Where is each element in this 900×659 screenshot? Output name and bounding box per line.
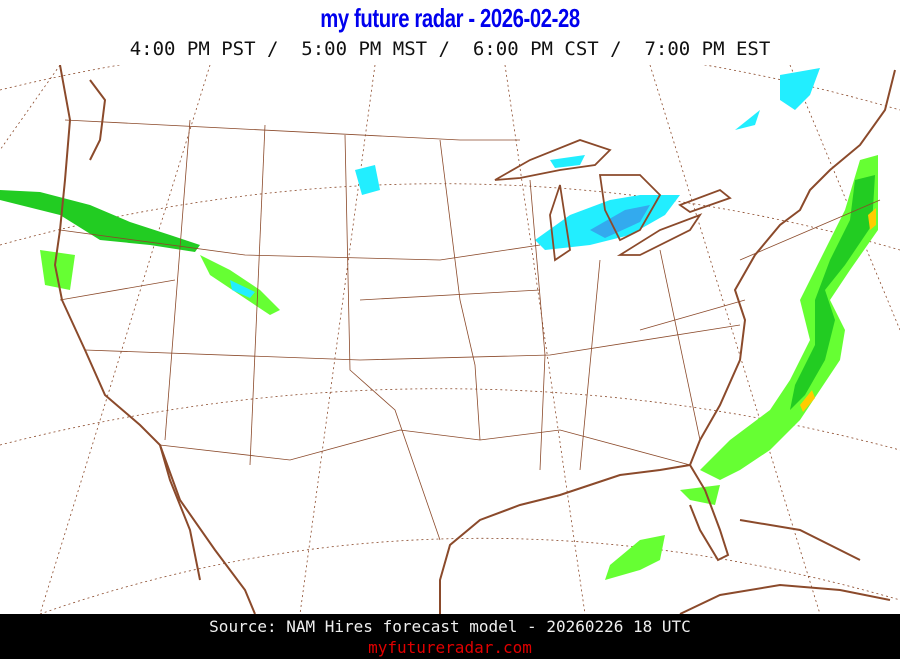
- coastlines-and-borders: [53, 65, 896, 614]
- great-lakes: [494, 139, 732, 262]
- site-link[interactable]: myfutureradar.com: [368, 638, 532, 657]
- state-borders: [59, 119, 881, 541]
- radar-map: [0, 65, 900, 614]
- source-label: Source: NAM Hires forecast model - 20260…: [209, 617, 691, 636]
- footer: Source: NAM Hires forecast model - 20260…: [0, 614, 900, 659]
- page-title: my future radar - 2026-02-28: [320, 3, 580, 33]
- time-zones-label: 4:00 PM PST / 5:00 PM MST / 6:00 PM CST …: [129, 38, 771, 60]
- lat-lon-grid: [0, 65, 900, 614]
- precipitation: [0, 68, 878, 580]
